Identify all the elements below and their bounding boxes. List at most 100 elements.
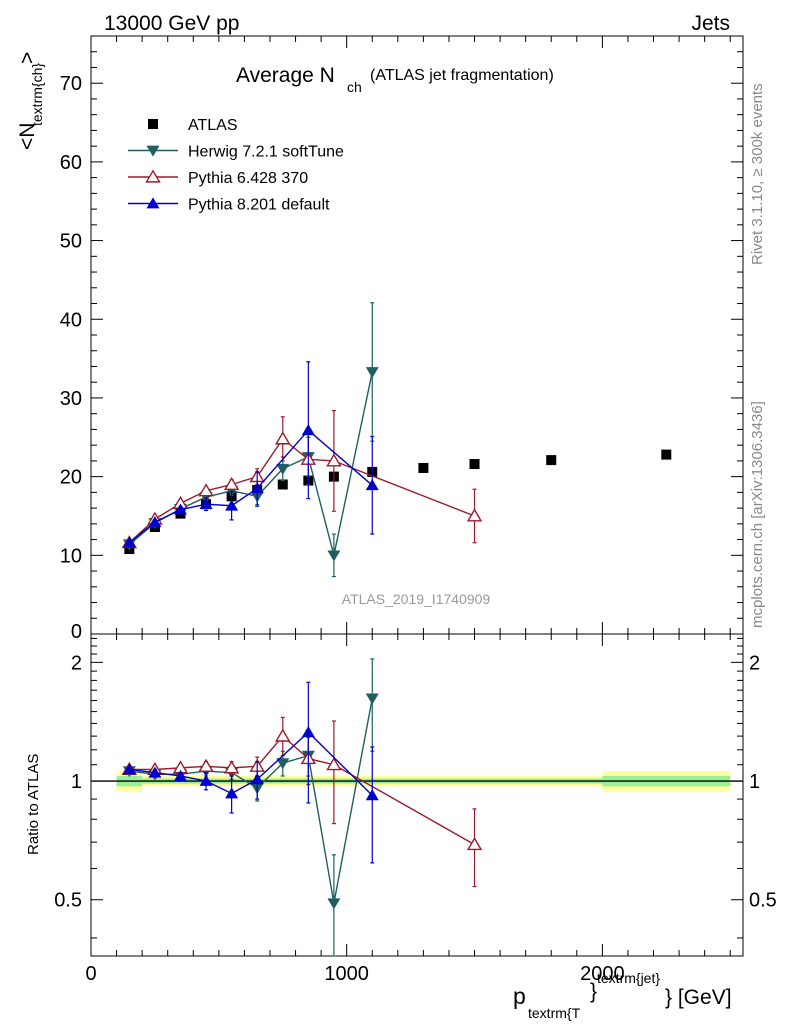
y-label-sub: textrm{ch}: [29, 63, 45, 126]
ratio-pythia8-point: [225, 787, 239, 799]
ratio-y-tick-label-right: 1: [749, 771, 760, 793]
ratio-band: [91, 771, 743, 792]
main-pythia8-point: [301, 424, 315, 436]
ratio-pythia8-point: [365, 789, 379, 801]
ratio-pythia8-point: [173, 769, 187, 781]
main-y-tick-labels: 10 20 30 40 50 60 70 0: [60, 73, 82, 643]
main-y-tick-label: 70: [60, 73, 82, 95]
main-pythia8-point: [173, 503, 187, 515]
ratio-pythia6-series: [121, 716, 483, 888]
main-pythia6-line: [128, 437, 475, 544]
watermark: ATLAS_2019_I1740909: [342, 591, 491, 607]
x-tick-label: 1000: [324, 963, 369, 985]
main-y-axis-label: <N textrm{ch} >: [16, 52, 45, 150]
main-pythia8-point: [365, 479, 379, 491]
legend-entry: Herwig 7.2.1 softTune: [128, 144, 344, 161]
x-label-main: p: [513, 983, 526, 1009]
ratio-herwig-series: [122, 658, 379, 957]
ratio-pythia8-point: [199, 774, 213, 786]
legend-label: ATLAS: [188, 117, 238, 134]
ratio-herwig-point: [327, 898, 341, 910]
main-y-tick-label: 50: [60, 231, 82, 253]
ratio-ticks: 0.5 0.5 1 1 2 2 0 1000 2000: [54, 634, 777, 985]
x-label-braces: }: [590, 980, 597, 1003]
x-tick-label: 0: [85, 963, 96, 985]
main-pythia6-point: [466, 508, 483, 522]
main-pythia8-point: [122, 536, 136, 548]
ratio-pythia6-point: [326, 757, 342, 771]
main-pythia8-point: [199, 497, 213, 510]
side-label-top: Rivet 3.1.10, ≥ 300k events: [749, 83, 766, 265]
main-atlas-point: [469, 459, 480, 470]
ratio-panel-frame: [90, 633, 744, 957]
legend: ATLAS Herwig 7.2.1 softTune Pythia 6.428 3…: [128, 117, 344, 214]
ratio-pythia8-point: [301, 726, 315, 738]
plot-title-sub: ch: [347, 79, 362, 95]
ratio-pythia8-point: [250, 773, 264, 785]
legend-label: Herwig 7.2.1 softTune: [188, 144, 344, 161]
ratio-pythia8-point: [148, 766, 162, 778]
x-tick-label: 2000: [580, 963, 625, 985]
ratio-y-tick-label-right: 2: [749, 652, 760, 674]
main-herwig-point: [327, 550, 341, 562]
main-ticks: [90, 36, 743, 634]
legend-label: Pythia 6.428 370: [188, 170, 308, 187]
ratio-herwig-point: [276, 758, 290, 770]
y-label-end: >: [16, 52, 39, 64]
legend-marker: [146, 145, 160, 157]
main-y-tick-label-cut: 0: [71, 621, 82, 643]
main-herwig-point: [365, 367, 379, 379]
main-pythia6-point: [223, 476, 240, 491]
legend-marker: [146, 197, 160, 209]
x-axis-label: p textrm{T } textrm{jet} } [GeV]: [513, 970, 732, 1021]
plot-title-main: Average N: [236, 64, 335, 87]
ratio-data: [121, 658, 483, 957]
main-pythia6-series: [121, 409, 483, 549]
plot-title-note: (ATLAS jet fragmentation): [370, 67, 554, 84]
main-y-tick-label: 30: [60, 388, 82, 410]
legend-label: Pythia 8.201 default: [188, 197, 330, 214]
main-pythia6-point: [326, 453, 342, 467]
x-label-sub: textrm{T: [528, 1005, 581, 1021]
ratio-pythia6-point: [198, 758, 214, 772]
ratio-y-tick-label: 0.5: [54, 890, 82, 912]
header-left: 13000 GeV pp: [104, 12, 239, 35]
main-herwig-point: [276, 463, 290, 475]
ratio-pythia8-series: [122, 681, 379, 864]
main-atlas-point: [661, 449, 672, 460]
main-atlas-point: [418, 462, 429, 473]
x-label-end: } [GeV]: [665, 986, 732, 1009]
main-pythia8-series: [122, 361, 379, 548]
ratio-y-tick-label-right: 0.5: [749, 890, 777, 912]
ratio-pythia8-point: [122, 763, 136, 775]
legend-entry: Pythia 6.428 370: [128, 169, 308, 187]
x-label-sup: textrm{jet}: [597, 970, 660, 986]
ratio-y-tick-label: 2: [71, 652, 82, 674]
y-label-main: <N: [16, 123, 39, 150]
ratio-pythia6-line: [129, 735, 475, 846]
ratio-pythia8-line: [129, 731, 373, 796]
ratio-pythia6-point: [275, 728, 291, 742]
main-pythia8-point: [148, 516, 162, 528]
main-pythia8-point: [250, 482, 264, 494]
main-pythia6-point: [275, 431, 291, 445]
legend-marker: [145, 169, 161, 183]
main-herwig-series: [122, 302, 379, 578]
main-data: [121, 302, 672, 578]
main-y-tick-label: 60: [60, 152, 82, 174]
legend-entry: ATLAS: [148, 117, 238, 134]
ratio-pythia6-point: [466, 837, 483, 851]
ratio-y-tick-label: 1: [71, 771, 82, 793]
main-y-tick-label: 10: [60, 545, 82, 567]
ratio-pythia6-point: [223, 760, 240, 774]
main-pythia8-line: [128, 429, 373, 544]
main-atlas-point: [546, 455, 557, 466]
legend-marker: [148, 119, 158, 129]
ratio-herwig-point: [365, 693, 379, 705]
legend-entry: Pythia 8.201 default: [128, 197, 330, 214]
main-pythia6-point: [198, 483, 214, 497]
main-y-tick-label: 20: [60, 467, 82, 489]
main-atlas-point: [277, 479, 288, 490]
header-right: Jets: [691, 12, 730, 35]
